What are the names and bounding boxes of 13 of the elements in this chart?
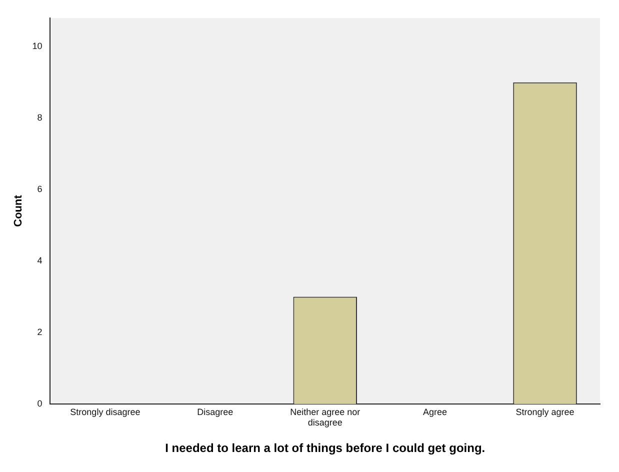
y-tick-label: 0 [37, 398, 42, 408]
y-tick-label: 6 [37, 184, 42, 194]
x-tick-label: Neither agree nor disagree [290, 406, 360, 428]
x-axis-title: I needed to learn a lot of things before I could get going. [165, 441, 486, 456]
y-tick-label: 8 [37, 112, 42, 123]
x-tick-label: Strongly agree [516, 406, 574, 417]
y-tick-label: 10 [32, 41, 42, 52]
x-tick-label: Agree [423, 406, 448, 417]
y-axis-title: Count [12, 194, 25, 227]
x-tick-label: Disagree [197, 406, 234, 417]
y-tick-label: 4 [37, 256, 42, 266]
y-tick-label: 2 [37, 327, 42, 338]
x-tick-label: Strongly disagree [70, 406, 140, 417]
